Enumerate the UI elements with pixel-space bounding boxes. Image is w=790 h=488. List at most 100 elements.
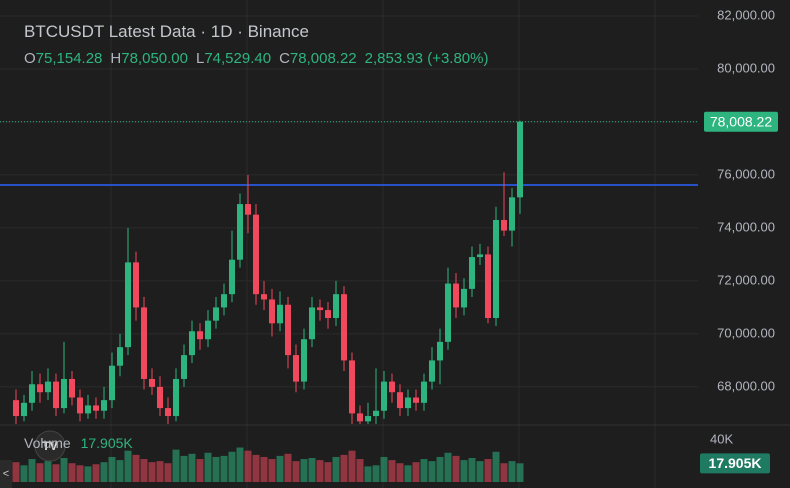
volume-bar (20, 465, 28, 482)
volume-tag (700, 453, 770, 474)
scroll-arrow[interactable]: < (3, 468, 9, 480)
candle-body (29, 384, 35, 403)
volume-bar (372, 465, 380, 482)
volume-bar (316, 460, 324, 482)
candle-body (125, 262, 131, 348)
volume-bar (28, 459, 36, 482)
candle-body (237, 204, 243, 260)
candle-body (517, 121, 523, 198)
ohlc-value: 75,154.28 (35, 50, 103, 67)
volume-bar (420, 459, 428, 482)
logo: TV (34, 430, 66, 462)
volume-bar (364, 466, 372, 482)
ohlc-legend: O75,154.28 H78,050.00 L74,529.40 C78,008.22… (24, 50, 488, 67)
candle-body (477, 254, 483, 258)
volume-bar (292, 461, 300, 482)
volume-bar (164, 463, 172, 482)
price-pane (0, 15, 698, 424)
volume-bar (396, 463, 404, 482)
volume-bar (284, 453, 292, 482)
volume-bar (116, 460, 124, 482)
last-price-tag (704, 111, 778, 132)
volume-bar (44, 461, 52, 482)
volume-bar (92, 464, 100, 482)
volume-bar (220, 455, 228, 482)
volume-bar (148, 462, 156, 482)
volume-bar (436, 456, 444, 482)
candle-body (21, 402, 27, 417)
volume-bar (412, 462, 420, 482)
price-axis: 68,000.00 70,000.00 72,000.00 74,000.00 76,0… (700, 7, 778, 474)
volume-bar (388, 460, 396, 482)
candle-body (405, 397, 411, 409)
candle-body (501, 219, 507, 231)
candle-body (181, 355, 187, 379)
candle-body (205, 320, 211, 340)
last-price-label: 78,008.22 (710, 113, 772, 129)
candle-body (37, 384, 43, 393)
candle-body (349, 360, 355, 414)
ohlc-value: 78,008.22 (289, 50, 357, 67)
candle-body (413, 397, 419, 403)
candle-body (485, 254, 491, 319)
scroll-button[interactable] (0, 460, 12, 488)
candle-body (445, 283, 451, 342)
candle-body (277, 304, 283, 324)
ohlc-key: C (279, 50, 290, 67)
volume-bar (252, 454, 260, 482)
volume-bar (52, 464, 60, 482)
candle-body (61, 378, 67, 409)
candle-body (85, 405, 91, 414)
vertical-grid (110, 0, 656, 488)
volume-bar (212, 456, 220, 482)
volume-bar (324, 462, 332, 482)
volume-bar (68, 463, 76, 482)
volume-bar (100, 462, 108, 482)
volume-bar (228, 451, 236, 482)
ohlc-value: 74,529.40 (204, 50, 272, 67)
volume-bar (380, 456, 388, 482)
candle-body (437, 341, 443, 361)
volume-bar (236, 447, 244, 482)
candle-body (269, 299, 275, 324)
y-tick-label: 74,000.00 (717, 219, 775, 234)
candle-body (493, 219, 499, 319)
candle-body (285, 304, 291, 356)
candle-body (333, 294, 339, 319)
volume-bar (76, 465, 84, 482)
candle-body (461, 288, 467, 308)
candle-body (317, 307, 323, 311)
candle-body (389, 381, 395, 393)
candle-body (469, 257, 475, 289)
candle-body (149, 378, 155, 387)
candle-body (293, 355, 299, 382)
volume-bar (124, 450, 132, 482)
volume-bar (12, 462, 20, 482)
volume-bar (308, 458, 316, 482)
volume-bar (172, 449, 180, 482)
volume-bar (356, 459, 364, 482)
volume-bar (492, 451, 500, 482)
volume-bar (516, 463, 524, 482)
candle-body (365, 416, 371, 422)
volume-bar (140, 459, 148, 482)
candle-body (157, 386, 163, 409)
candle-body (261, 294, 267, 300)
volume-bar (60, 458, 68, 482)
candle-body (301, 339, 307, 382)
candle-body (381, 381, 387, 411)
candle-body (429, 360, 435, 382)
volume-bar (468, 458, 476, 482)
volume-tick-label: 40K (710, 432, 733, 447)
candle-body (101, 400, 107, 411)
candle-body (93, 405, 99, 411)
candle-body (253, 214, 259, 295)
candle-body (53, 381, 59, 409)
volume-bar (276, 455, 284, 482)
volume-bar (460, 460, 468, 482)
y-tick-label: 82,000.00 (717, 7, 775, 22)
volume-bar (444, 452, 452, 482)
ohlc-key: H (110, 50, 122, 67)
candle-body (69, 378, 75, 398)
